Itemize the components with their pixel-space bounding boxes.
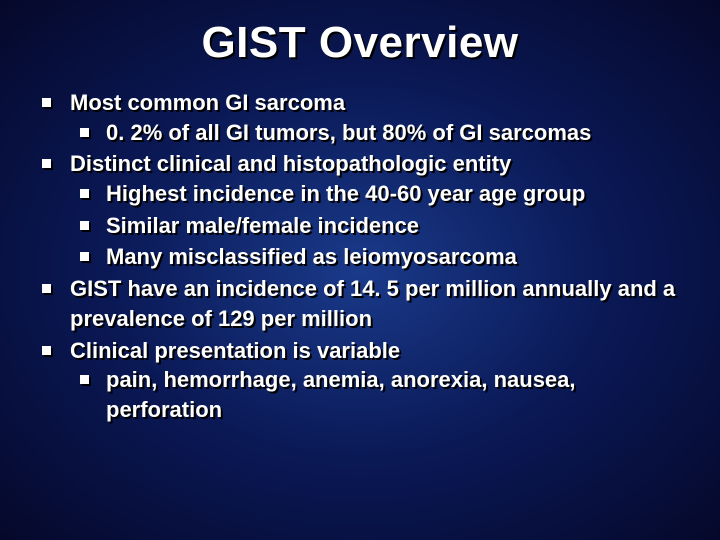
list-item-text: Most common GI sarcoma — [70, 90, 345, 115]
list-item-text: Clinical presentation is variable — [70, 338, 400, 363]
sub-list-item: Similar male/female incidence — [70, 211, 680, 241]
sub-list-item-text: 0. 2% of all GI tumors, but 80% of GI sa… — [106, 120, 591, 145]
list-item-text: Distinct clinical and histopathologic en… — [70, 151, 511, 176]
list-item-text: GIST have an incidence of 14. 5 per mill… — [70, 276, 675, 331]
slide: GIST Overview Most common GI sarcoma 0. 2… — [0, 0, 720, 540]
list-item: Distinct clinical and histopathologic en… — [38, 149, 680, 272]
slide-title: GIST Overview — [0, 0, 720, 68]
list-item: Most common GI sarcoma 0. 2% of all GI tu… — [38, 88, 680, 147]
sub-list-item: Many misclassified as leiomyosarcoma — [70, 242, 680, 272]
sub-list-item-text: Many misclassified as leiomyosarcoma — [106, 244, 517, 269]
sub-list-item: Highest incidence in the 40-60 year age … — [70, 179, 680, 209]
sub-list-item-text: pain, hemorrhage, anemia, anorexia, naus… — [106, 367, 576, 422]
bullet-list: Most common GI sarcoma 0. 2% of all GI tu… — [38, 88, 680, 425]
sub-list-item-text: Highest incidence in the 40-60 year age … — [106, 181, 585, 206]
list-item: GIST have an incidence of 14. 5 per mill… — [38, 274, 680, 333]
sub-bullet-list: pain, hemorrhage, anemia, anorexia, naus… — [70, 365, 680, 424]
slide-content: Most common GI sarcoma 0. 2% of all GI tu… — [0, 68, 720, 425]
sub-bullet-list: 0. 2% of all GI tumors, but 80% of GI sa… — [70, 118, 680, 148]
sub-list-item: 0. 2% of all GI tumors, but 80% of GI sa… — [70, 118, 680, 148]
sub-bullet-list: Highest incidence in the 40-60 year age … — [70, 179, 680, 272]
sub-list-item-text: Similar male/female incidence — [106, 213, 419, 238]
sub-list-item: pain, hemorrhage, anemia, anorexia, naus… — [70, 365, 680, 424]
list-item: Clinical presentation is variable pain, h… — [38, 336, 680, 425]
